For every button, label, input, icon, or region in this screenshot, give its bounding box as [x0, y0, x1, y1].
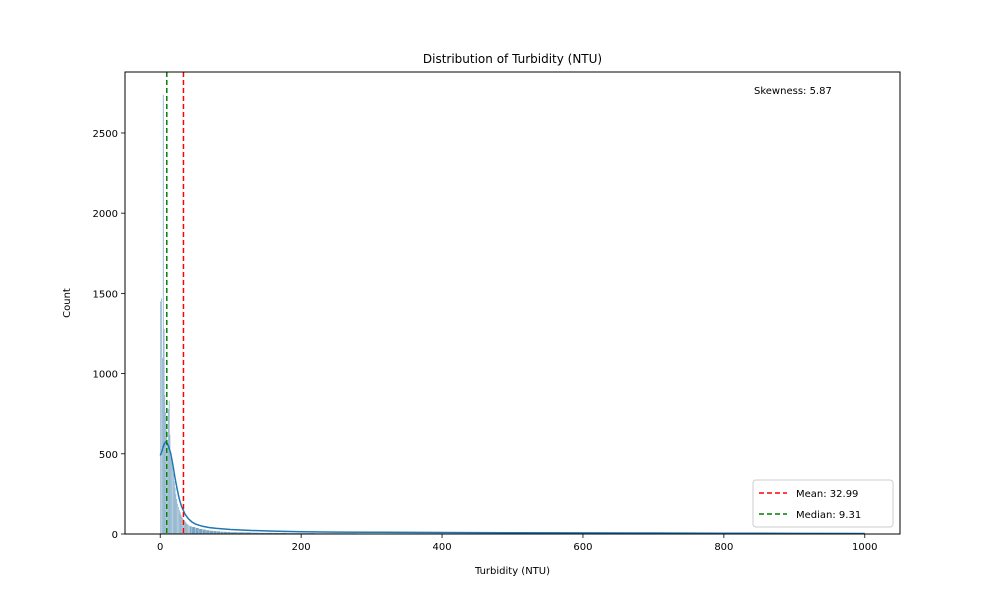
legend: Mean: 32.99 Median: 9.31: [753, 480, 893, 527]
skewness-annotation: Skewness: 5.87: [754, 86, 832, 97]
y-tick-label: 0: [112, 530, 118, 541]
legend-mean-label: Mean: 32.99: [796, 489, 858, 500]
histogram-bar: [206, 530, 210, 534]
y-tick-label: 500: [99, 450, 118, 461]
histogram-bar: [192, 527, 196, 534]
x-tick-label: 800: [714, 542, 733, 553]
x-axis-label: Turbidity (NTU): [474, 566, 550, 577]
y-tick-label: 2500: [93, 129, 118, 140]
y-tick-label: 1500: [93, 289, 118, 300]
chart-title: Distribution of Turbidity (NTU): [423, 52, 602, 66]
histogram-bar: [199, 529, 203, 534]
x-tick-label: 1000: [852, 542, 877, 553]
histogram-bar: [195, 528, 199, 534]
y-tick-label: 2000: [93, 209, 118, 220]
histogram-bar: [210, 531, 214, 534]
histogram-bar: [190, 526, 192, 534]
x-tick-label: 400: [432, 542, 451, 553]
legend-median-label: Median: 9.31: [796, 510, 861, 521]
y-tick-label: 1000: [93, 370, 118, 381]
x-tick-label: 600: [573, 542, 592, 553]
x-tick-label: 200: [292, 542, 311, 553]
y-axis-label: Count: [62, 288, 73, 318]
histogram-bar: [203, 530, 207, 534]
x-tick-label: 0: [157, 542, 163, 553]
